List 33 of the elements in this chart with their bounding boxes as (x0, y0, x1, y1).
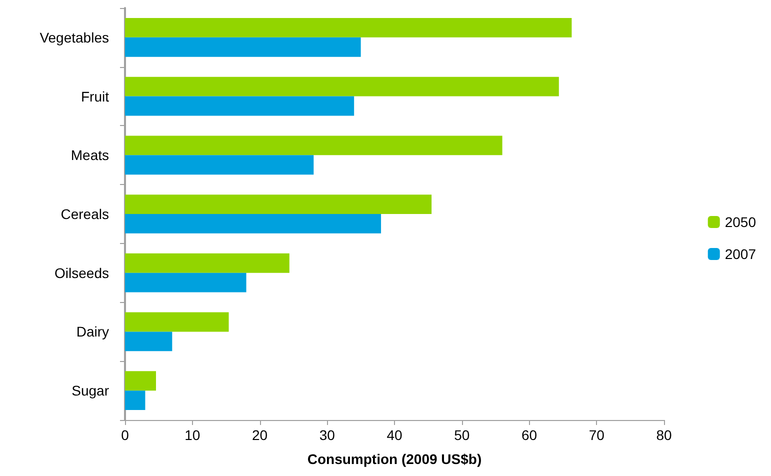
y-tick-label: Oilseeds (54, 264, 109, 281)
x-tick-label: 40 (386, 427, 402, 443)
y-tick-label: Meats (70, 147, 109, 164)
y-tick-label: Sugar (72, 382, 110, 399)
x-tick-label: 50 (454, 427, 470, 443)
bar (125, 96, 354, 116)
bar (125, 332, 172, 352)
y-tick-label: Dairy (76, 324, 109, 340)
bar (125, 136, 502, 156)
legend-label: 2007 (724, 246, 756, 262)
bar (125, 272, 246, 292)
bar (125, 371, 156, 391)
x-tick-label: 10 (184, 427, 200, 443)
bar (125, 37, 361, 57)
x-tick-label: 60 (521, 427, 538, 443)
bar (125, 18, 572, 38)
x-tick-label: 20 (252, 427, 268, 443)
legend-label: 2050 (724, 214, 756, 230)
bar (125, 155, 314, 175)
x-tick-label: 70 (588, 427, 605, 443)
bar (125, 312, 229, 332)
x-tick-label: 0 (121, 427, 130, 443)
bar (125, 253, 290, 273)
x-tick-label: 30 (319, 427, 336, 443)
y-tick-label: Vegetables (40, 29, 109, 46)
bar (125, 214, 382, 234)
bar (125, 76, 559, 96)
y-tick-label: Cereals (60, 206, 109, 222)
bar (125, 194, 432, 214)
bar (125, 390, 146, 410)
y-tick-label: Fruit (81, 88, 110, 104)
x-axis-title: Consumption (2009 US$b) (307, 451, 482, 467)
x-tick-label: 80 (656, 427, 672, 443)
